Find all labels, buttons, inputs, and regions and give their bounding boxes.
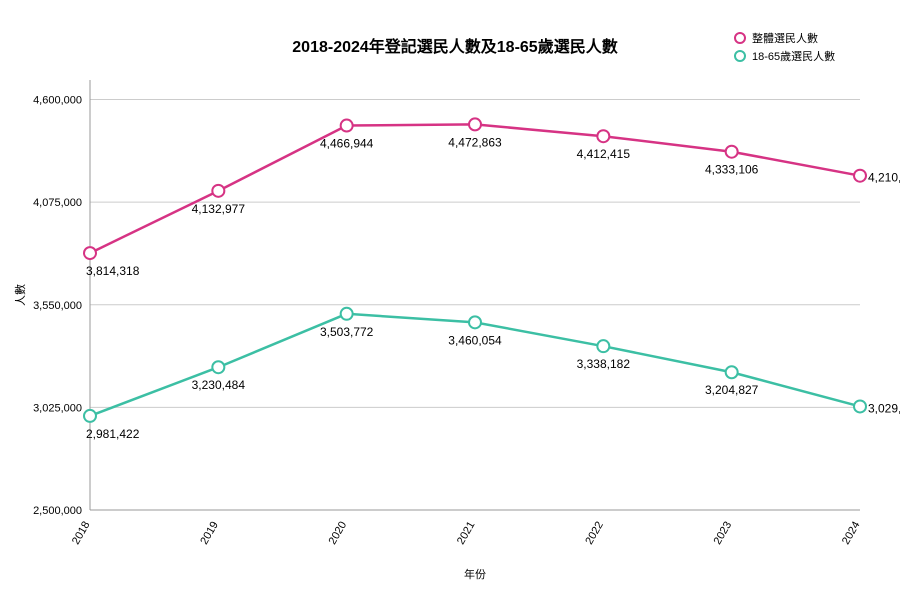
data-label: 3,460,054 — [448, 333, 502, 347]
data-marker — [469, 118, 481, 130]
legend-label: 18-65歲選民人數 — [752, 49, 835, 63]
legend-label: 整體選民人數 — [752, 31, 818, 45]
y-tick-label: 2,500,000 — [33, 505, 82, 517]
data-label: 3,814,318 — [86, 264, 140, 278]
legend-marker — [735, 33, 745, 43]
y-tick-label: 3,550,000 — [33, 300, 82, 312]
data-marker — [341, 308, 353, 320]
data-marker — [469, 316, 481, 328]
data-label: 3,503,772 — [320, 325, 374, 339]
legend-marker — [735, 51, 745, 61]
data-label: 2,981,422 — [86, 427, 140, 441]
data-marker — [341, 120, 353, 132]
data-label: 4,472,863 — [448, 135, 502, 149]
data-marker — [212, 185, 224, 197]
data-label: 4,333,106 — [705, 163, 759, 177]
data-label: 3,230,484 — [192, 378, 246, 392]
data-marker — [84, 410, 96, 422]
data-marker — [854, 170, 866, 182]
data-marker — [726, 366, 738, 378]
data-label: 4,412,415 — [577, 147, 631, 161]
data-label: 3,338,182 — [577, 357, 631, 371]
data-marker — [597, 340, 609, 352]
data-marker — [597, 130, 609, 142]
y-tick-label: 3,025,000 — [33, 402, 82, 414]
data-marker — [84, 247, 96, 259]
voter-chart: 2,500,000 3,025,000 3,550,000 4,075,000 4,60… — [0, 0, 900, 600]
data-marker — [726, 146, 738, 158]
data-label: 4,132,977 — [192, 202, 246, 216]
x-axis-label: 年份 — [464, 567, 486, 581]
data-label: 3,204,827 — [705, 383, 759, 397]
data-label: 4,466,944 — [320, 137, 374, 151]
chart-title: 2018-2024年登記選民人數及18-65歲選民人數 — [292, 37, 617, 56]
y-tick-label: 4,075,000 — [33, 197, 82, 209]
data-marker — [212, 361, 224, 373]
data-label: 4,210,384 — [868, 171, 900, 185]
y-axis-label: 人數 — [14, 284, 27, 306]
data-label: 3,029,803 — [868, 401, 900, 415]
y-tick-label: 4,600,000 — [33, 95, 82, 107]
data-marker — [854, 400, 866, 412]
